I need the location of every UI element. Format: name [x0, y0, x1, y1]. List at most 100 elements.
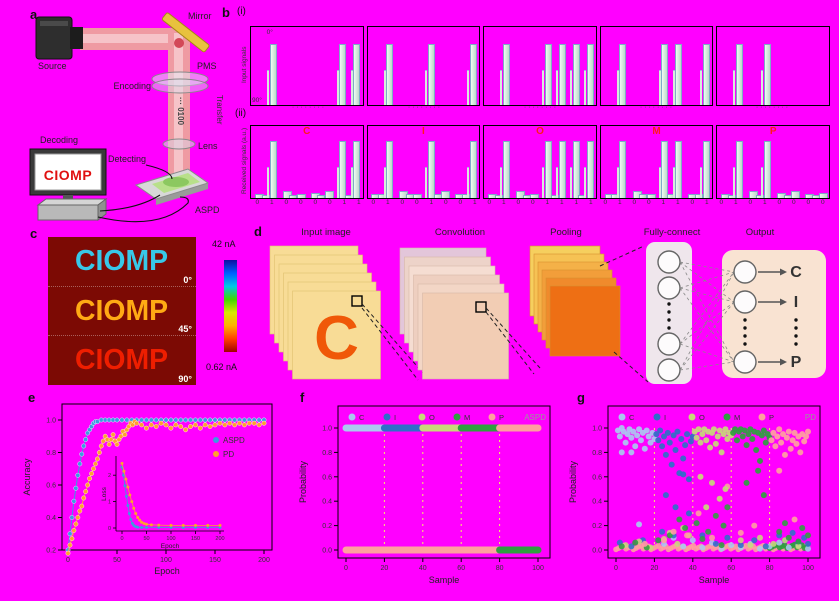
transfer-label: Transfer: [215, 95, 224, 125]
detecting-label: Detecting: [108, 154, 146, 164]
panel-d: d Input image Convolution Pooling Fully-con…: [248, 224, 838, 390]
svg-text:40: 40: [689, 565, 697, 572]
legend-class-I: I: [394, 413, 396, 422]
source-label: Source: [38, 61, 67, 71]
svg-text:0.2: 0.2: [46, 548, 56, 555]
y-axis-label: Accuracy: [22, 458, 32, 496]
svg-text:1.0: 1.0: [46, 418, 56, 425]
svg-text:0.0: 0.0: [592, 548, 602, 555]
y-axis-label: Probability: [568, 460, 578, 503]
panel-b-row-i-tag: (i): [237, 6, 246, 17]
svg-text:200: 200: [215, 536, 224, 542]
x-axis-label: Sample: [699, 575, 730, 585]
svg-text:80: 80: [766, 565, 774, 572]
mirror-label: Mirror: [188, 11, 212, 21]
ciomp-word: CIOMP: [75, 344, 169, 377]
svg-text:60: 60: [457, 565, 465, 572]
section-letter: I: [422, 126, 425, 137]
legend-class-I: I: [664, 413, 666, 422]
svg-text:0.2: 0.2: [322, 523, 332, 530]
panel-e-label: e: [28, 390, 36, 405]
stage-label-2: Pooling: [550, 227, 582, 238]
svg-text:0.4: 0.4: [592, 499, 602, 506]
svg-text:0.6: 0.6: [46, 483, 56, 490]
photocurrent-image: CIOMP 0° CIOMP 45° CIOMP 90°: [48, 237, 196, 385]
svg-text:0.6: 0.6: [592, 474, 602, 481]
svg-text:50: 50: [113, 557, 121, 564]
stage-label-4: Output: [746, 227, 775, 238]
legend-ASPD: ASPD: [223, 436, 245, 445]
aspd-label: ASPD: [195, 205, 220, 215]
y-axis-label: Probability: [298, 460, 308, 503]
svg-text:0.2: 0.2: [592, 523, 602, 530]
accuracy-plot: 0 50 100 150 200 0.2 0.4 0.6 0.8 1.0 Epoch Accuracy…: [22, 403, 273, 576]
ciomp-word: CIOMP: [75, 294, 169, 327]
colorbar-max-label: 42 nA: [212, 239, 236, 249]
ciomp-row-45°: CIOMP 45°: [48, 285, 196, 336]
detector-tag: ASPD: [524, 413, 546, 422]
input-signal-box-P: [716, 26, 830, 106]
svg-text:0.6: 0.6: [322, 474, 332, 481]
svg-text:20: 20: [651, 565, 659, 572]
input-signal-box-O: [483, 26, 597, 106]
angle-label: 0°: [183, 274, 192, 285]
stage-label-0: Input image: [301, 227, 351, 238]
panel-b: b (i) Input signals 0° 90° · · · · · · · …: [222, 5, 838, 217]
ciomp-row-90°: CIOMP 90°: [48, 335, 196, 385]
ciomp-word: CIOMP: [75, 244, 169, 277]
legend-class-M: M: [734, 413, 740, 422]
legend-class-O: O: [699, 413, 705, 422]
received-signal-box-O: O: [483, 125, 597, 199]
annotation-90deg: 90°: [252, 97, 262, 104]
stage-label-3: Fully-connect: [644, 227, 701, 238]
pms-label: PMS: [197, 61, 217, 71]
row-i-ylabel: Input signals: [241, 46, 248, 84]
cnn-diagram: Input image Convolution Pooling Fully-conne…: [269, 227, 826, 384]
svg-text:150: 150: [209, 557, 221, 564]
svg-text:0.8: 0.8: [46, 450, 56, 457]
svg-text:40: 40: [419, 565, 427, 572]
svg-text:100: 100: [160, 557, 172, 564]
colorbar: [224, 260, 237, 352]
decoding-label: Decoding: [40, 135, 78, 145]
section-letter: C: [303, 126, 311, 137]
output-letter-I: I: [794, 294, 798, 311]
section-letter: M: [652, 126, 661, 137]
svg-text:20: 20: [381, 565, 389, 572]
legend-class-C: C: [629, 413, 635, 422]
x-axis-label: Epoch: [154, 566, 180, 576]
panel-d-label: d: [254, 224, 262, 239]
encoding-label: Encoding: [113, 81, 151, 91]
svg-text:0.0: 0.0: [322, 548, 332, 555]
legend-class-C: C: [359, 413, 365, 422]
received-signal-box-I: I: [366, 125, 481, 199]
received-signal-box-P: P: [716, 125, 830, 199]
panel-c-label: c: [30, 226, 38, 241]
panel-b-row-ii-tag: (ii): [235, 108, 247, 119]
svg-text:C: C: [314, 304, 359, 373]
panel-c: c CIOMP 0° CIOMP 45° CIOMP 90° 42 nA 0.62 nA: [28, 226, 263, 391]
section-letter: O: [536, 126, 544, 137]
svg-text:0.4: 0.4: [46, 515, 56, 522]
row-i-tick-marks: · · · · · · · · · · · · · · · · · · · · · …: [291, 104, 789, 111]
colorbar-min-label: 0.62 nA: [206, 362, 238, 372]
svg-text:0: 0: [120, 536, 123, 542]
stage-label-1: Convolution: [435, 227, 485, 238]
lens-label: Lens: [198, 141, 218, 151]
svg-text:1: 1: [108, 500, 111, 506]
svg-text:0.4: 0.4: [322, 499, 332, 506]
panel-a-label: a: [30, 7, 38, 22]
panel-f: f 0 20 40 60 80 100 0.0 0.2 0.4 0.6 0.8 1.0 Sample Pr…: [296, 390, 564, 596]
svg-text:100: 100: [532, 565, 544, 572]
panel-a-diagram: Source Mirror PMS Encoding Transfer ··· 0100 L…: [29, 11, 224, 223]
svg-text:60: 60: [727, 565, 735, 572]
aspd_probability-plot: 0 20 40 60 80 100 0.0 0.2 0.4 0.6 0.8 1.0 Sample Prob…: [298, 405, 551, 585]
panel-f-label: f: [300, 390, 305, 405]
received-signal-box-M: M: [599, 125, 714, 199]
angle-label: 90°: [178, 374, 192, 385]
received-signal-box-C: C: [250, 125, 364, 199]
section-letter: P: [769, 126, 777, 137]
bits-label: ··· 0100: [176, 97, 185, 126]
legend-PD: PD: [223, 450, 234, 459]
pd_probability-plot: 0 20 40 60 80 100 0.0 0.2 0.4 0.6 0.8 1.0 Sample Prob…: [568, 405, 821, 585]
